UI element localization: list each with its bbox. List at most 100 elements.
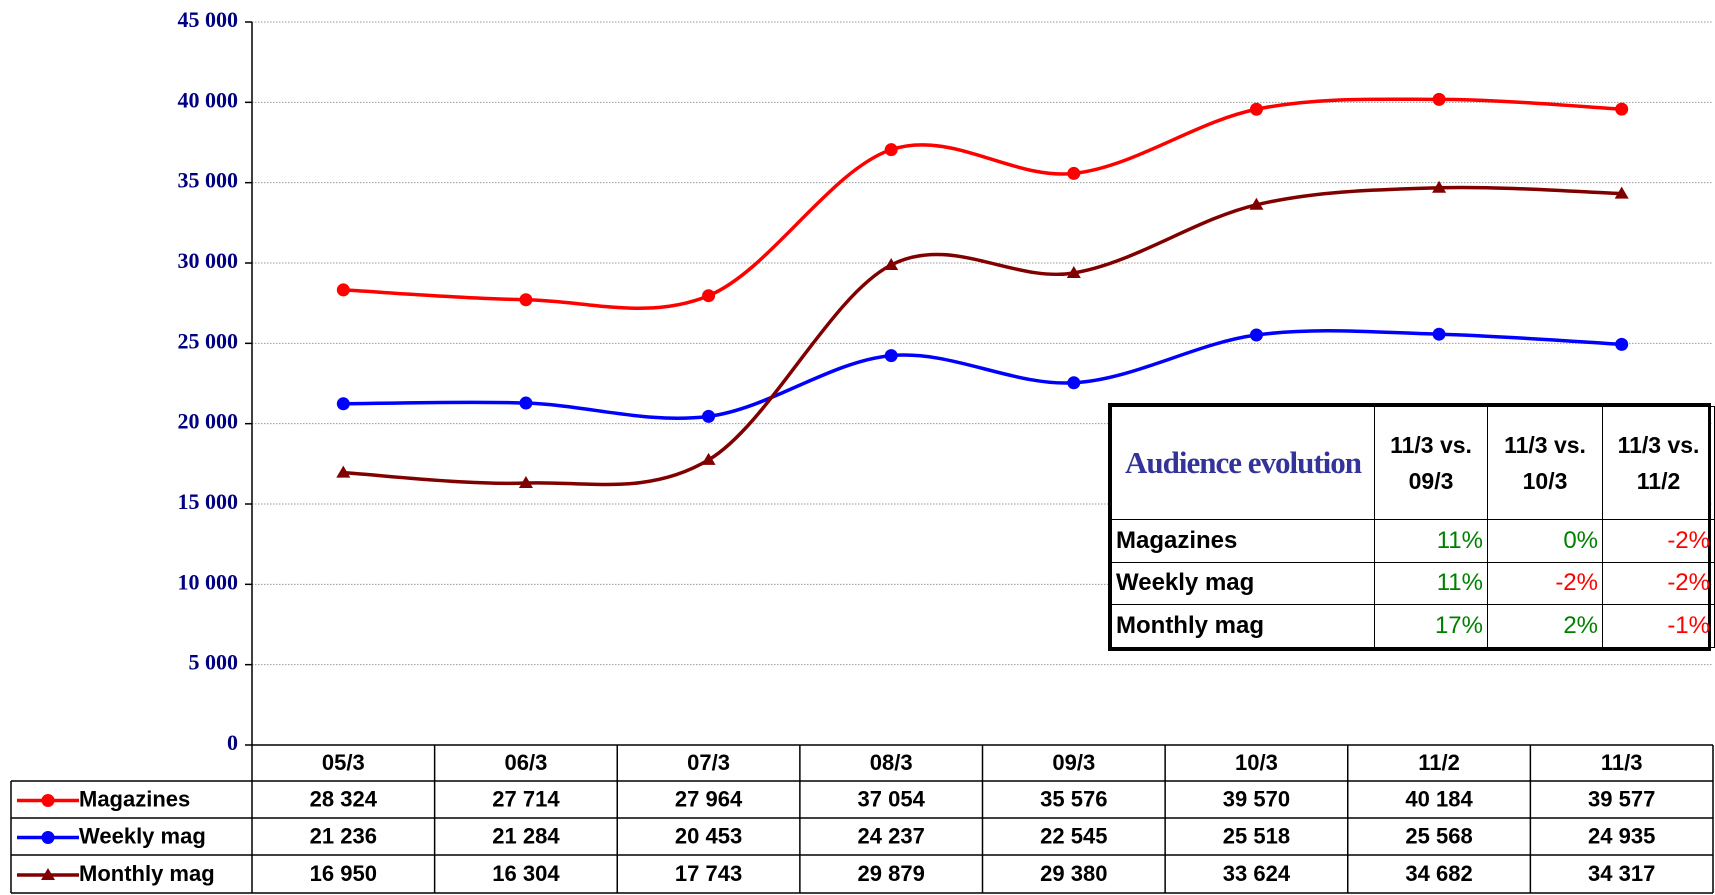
- y-tick-label: 0: [227, 730, 238, 755]
- inset-body: Audience evolution 11/3 vs. 09/3 11/3 vs. …: [1111, 406, 1715, 648]
- y-tick-label: 20 000: [178, 409, 239, 434]
- table-value: 24 935: [1588, 823, 1655, 848]
- y-tick-label: 10 000: [178, 569, 239, 594]
- y-tick-label: 25 000: [178, 328, 239, 353]
- marker: [1249, 328, 1263, 342]
- table-value: 39 577: [1588, 786, 1655, 811]
- table-value: 35 576: [1040, 786, 1107, 811]
- y-tick-label: 35 000: [178, 168, 239, 193]
- table-value: 40 184: [1405, 786, 1473, 811]
- table-value: 34 682: [1405, 861, 1472, 886]
- y-tick-label: 30 000: [178, 248, 239, 273]
- legend-marker: [41, 831, 55, 844]
- inset-table: Audience evolution 11/3 vs. 09/3 11/3 vs. …: [1108, 403, 1715, 651]
- x-tick-label: 06/3: [505, 750, 548, 775]
- x-tick-label: 08/3: [870, 750, 913, 775]
- marker: [336, 283, 350, 297]
- x-tick-label: 09/3: [1052, 750, 1095, 775]
- marker: [519, 396, 533, 410]
- marker: [1614, 186, 1629, 199]
- inset-column-header: 11/3 vs. 11/2: [1602, 406, 1715, 520]
- marker: [1615, 337, 1629, 351]
- inset-row-header: Weekly mag: [1111, 561, 1375, 606]
- marker: [1067, 376, 1081, 390]
- inset-value: -2%: [1487, 561, 1603, 606]
- inset-value: 0%: [1487, 519, 1603, 563]
- table-value: 29 380: [1040, 861, 1107, 886]
- table-value: 37 054: [858, 786, 926, 811]
- table-value: 24 237: [858, 823, 925, 848]
- marker: [336, 397, 350, 411]
- x-tick-label: 10/3: [1235, 750, 1278, 775]
- legend-marker: [41, 868, 55, 880]
- inset-value: 2%: [1487, 604, 1603, 648]
- table-value: 33 624: [1223, 861, 1291, 886]
- table-value: 21 236: [310, 823, 377, 848]
- marker: [702, 289, 716, 303]
- marker: [336, 465, 351, 478]
- inset-row: Magazines 11% 0% -2%: [1111, 519, 1715, 563]
- table-value: 27 714: [492, 786, 560, 811]
- y-tick-label: 15 000: [178, 489, 239, 514]
- inset-row: Monthly mag 17% 2% -1%: [1111, 604, 1715, 648]
- table-value: 16 950: [310, 861, 377, 886]
- x-tick-label: 11/2: [1418, 750, 1460, 775]
- table-value: 25 518: [1223, 823, 1290, 848]
- marker: [884, 349, 898, 363]
- series-line: [343, 185, 1622, 487]
- marker: [518, 476, 533, 489]
- inset-column-header: 11/3 vs. 10/3: [1487, 406, 1603, 520]
- legend-label: Monthly mag: [79, 861, 215, 886]
- table-value: 25 568: [1405, 823, 1472, 848]
- legend-label: Magazines: [79, 786, 190, 811]
- y-tick-label: 5 000: [189, 650, 239, 675]
- table-value: 22 545: [1040, 823, 1107, 848]
- inset-value: -1%: [1602, 604, 1715, 648]
- marker: [1249, 102, 1263, 116]
- inset-title: Audience evolution: [1111, 406, 1375, 520]
- marker: [701, 452, 716, 465]
- inset-header-row: Audience evolution 11/3 vs. 09/3 11/3 vs. …: [1111, 406, 1715, 520]
- table-value: 28 324: [310, 786, 378, 811]
- table-value: 16 304: [492, 861, 560, 886]
- marker: [702, 409, 716, 423]
- marker: [1067, 166, 1081, 180]
- marker: [1615, 102, 1629, 116]
- table-value: 34 317: [1588, 861, 1655, 886]
- inset-row-header: Monthly mag: [1111, 604, 1375, 648]
- x-tick-label: 05/3: [322, 750, 365, 775]
- series-line: [343, 329, 1622, 420]
- inset-value: 11%: [1374, 519, 1488, 563]
- marker: [1249, 197, 1264, 210]
- legend-label: Weekly mag: [79, 823, 206, 848]
- marker: [884, 143, 898, 157]
- y-tick-label: 45 000: [178, 7, 239, 32]
- table-value: 17 743: [675, 861, 742, 886]
- table-value: 27 964: [675, 786, 743, 811]
- x-tick-label: 07/3: [687, 750, 730, 775]
- inset-value: -2%: [1602, 519, 1715, 563]
- inset-value: -2%: [1602, 561, 1715, 606]
- inset-row-header: Magazines: [1111, 519, 1375, 563]
- marker: [1066, 265, 1081, 278]
- marker: [1432, 92, 1446, 106]
- y-tick-label: 40 000: [178, 87, 239, 112]
- series-line: [343, 97, 1622, 310]
- inset-column-header: 11/3 vs. 09/3: [1374, 406, 1488, 520]
- inset-row: Weekly mag 11% -2% -2%: [1111, 561, 1715, 606]
- table-value: 20 453: [675, 823, 742, 848]
- table-value: 29 879: [858, 861, 925, 886]
- inset-value: 11%: [1374, 561, 1488, 606]
- marker: [519, 293, 533, 307]
- table-value: 21 284: [492, 823, 560, 848]
- x-tick-label: 11/3: [1601, 750, 1643, 775]
- inset-value: 17%: [1374, 604, 1488, 648]
- marker: [1432, 327, 1446, 341]
- marker: [1432, 180, 1447, 193]
- legend-marker: [41, 794, 55, 807]
- inset-grid: Audience evolution 11/3 vs. 09/3 11/3 vs. …: [1111, 406, 1715, 648]
- table-value: 39 570: [1223, 786, 1290, 811]
- marker: [884, 257, 899, 270]
